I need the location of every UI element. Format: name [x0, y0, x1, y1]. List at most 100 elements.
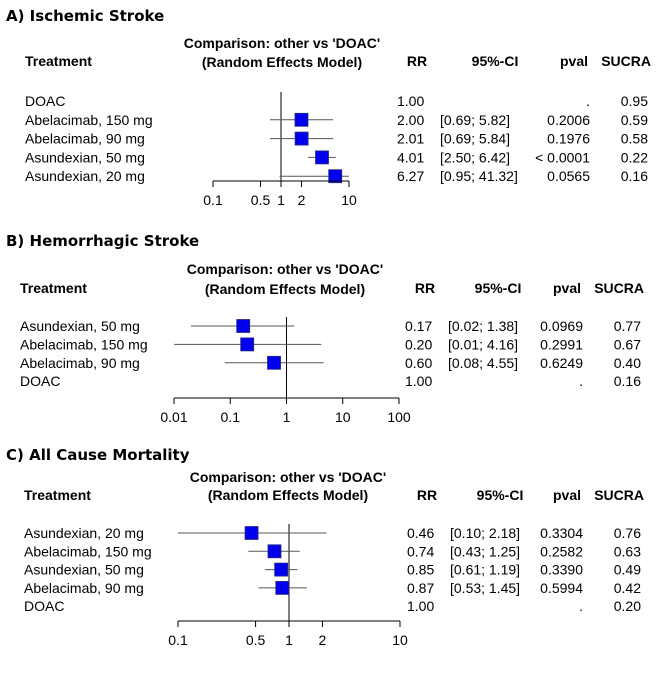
forest-row: Asundexian, 50 mg 0.85 [0.61; 1.19] 0.3390 0…	[24, 562, 641, 578]
row-pval-value: 0.2582	[540, 543, 583, 559]
row-treatment-label: Abelacimab, 150 mg	[24, 543, 152, 559]
column-header-rr: RR	[417, 487, 437, 503]
row-pval-value: 0.0565	[547, 168, 590, 184]
row-sucra-value: 0.77	[614, 318, 641, 334]
point-estimate-square	[236, 319, 251, 333]
model-title: (Random Effects Model)	[205, 281, 365, 297]
forest-row: Asundexian, 50 mg 0.17 [0.02; 1.38] 0.0969 0…	[20, 318, 641, 334]
point-estimate-square	[328, 169, 343, 184]
column-header-treatment: Treatment	[25, 53, 92, 69]
column-header-ci: 95%-CI	[477, 487, 524, 503]
model-title: (Random Effects Model)	[208, 487, 368, 503]
row-sucra-value: 0.63	[614, 543, 641, 559]
row-sucra-value: 0.49	[614, 562, 641, 578]
row-rr-value: 0.85	[407, 562, 434, 578]
column-header-ci: 95%-CI	[472, 53, 519, 69]
forest-row: Asundexian, 20 mg 6.27 [0.95; 41.32] 0.0565…	[25, 168, 648, 184]
forest-row: Abelacimab, 90 mg 0.87 [0.53; 1.45] 0.5994 0…	[24, 580, 641, 596]
row-rr-value: 1.00	[397, 93, 424, 109]
row-treatment-label: Abelacimab, 90 mg	[25, 131, 145, 147]
x-tick-label: 0.5	[251, 192, 271, 208]
point-estimate-square	[244, 526, 259, 540]
model-title: (Random Effects Model)	[202, 54, 362, 70]
row-ci-value: [0.95; 41.32]	[440, 168, 518, 184]
row-pval-value: 0.3304	[540, 525, 583, 541]
forest-row: Abelacimab, 150 mg 2.00 [0.69; 5.82] 0.2006…	[25, 112, 648, 128]
row-sucra-value: 0.42	[614, 580, 641, 596]
x-tick-label: 10	[341, 192, 357, 208]
row-treatment-label: Asundexian, 20 mg	[24, 525, 144, 541]
row-ci-value: [2.50; 6.42]	[440, 149, 510, 165]
point-estimate-square	[267, 355, 281, 370]
forest-row: Asundexian, 50 mg 4.01 [2.50; 6.42] < 0.000…	[25, 149, 648, 165]
row-sucra-value: 0.16	[614, 373, 641, 389]
panel-title: A) Ischemic Stroke	[6, 7, 164, 25]
row-rr-value: 2.00	[397, 112, 424, 128]
row-treatment-label: Asundexian, 20 mg	[25, 168, 145, 184]
x-tick-label: 0.1	[168, 632, 188, 648]
row-treatment-label: DOAC	[20, 373, 60, 389]
row-rr-value: 6.27	[397, 168, 424, 184]
row-pval-value: 0.2006	[547, 112, 590, 128]
row-treatment-label: Asundexian, 50 mg	[24, 562, 144, 578]
column-header-treatment: Treatment	[20, 280, 87, 296]
row-sucra-value: 0.95	[621, 93, 648, 109]
row-treatment-label: Asundexian, 50 mg	[20, 318, 140, 334]
x-tick-label: 0.1	[203, 192, 223, 208]
row-rr-value: 0.46	[407, 525, 434, 541]
x-tick-label: 0.1	[221, 409, 241, 425]
forest-row: Abelacimab, 150 mg 0.74 [0.43; 1.25] 0.2582…	[24, 543, 641, 559]
row-ci-value: [0.61; 1.19]	[450, 562, 520, 578]
comparison-title: Comparison: other vs 'DOAC'	[184, 35, 380, 51]
point-estimate-square	[275, 581, 290, 595]
row-rr-value: 0.87	[407, 580, 434, 596]
forest-panel-1: A) Ischemic Stroke Comparison: other vs '…	[6, 7, 651, 208]
point-estimate-square	[294, 131, 309, 146]
row-sucra-value: 0.58	[621, 131, 648, 147]
x-tick-label: 2	[319, 632, 327, 648]
row-pval-value: .	[579, 373, 583, 389]
forest-row: Abelacimab, 90 mg 2.01 [0.69; 5.84] 0.1976 0…	[25, 131, 648, 147]
row-sucra-value: 0.76	[614, 525, 641, 541]
row-rr-value: 1.00	[407, 598, 434, 614]
column-header-rr: RR	[415, 280, 435, 296]
point-estimate-square	[240, 337, 255, 352]
x-tick-label: 0.5	[246, 632, 266, 648]
x-tick-label: 0.01	[160, 409, 187, 425]
column-header-sucra: SUCRA	[601, 53, 651, 69]
x-tick-label: 1	[283, 409, 291, 425]
forest-row: Asundexian, 20 mg 0.46 [0.10; 2.18] 0.3304 0…	[24, 525, 641, 541]
x-tick-label: 10	[335, 409, 351, 425]
row-rr-value: 0.60	[405, 355, 432, 371]
forest-row: Abelacimab, 90 mg 0.60 [0.08; 4.55] 0.6249 0…	[20, 355, 641, 371]
row-treatment-label: DOAC	[25, 93, 65, 109]
row-ci-value: [0.43; 1.25]	[450, 543, 520, 559]
row-sucra-value: 0.59	[621, 112, 648, 128]
row-treatment-label: Abelacimab, 150 mg	[25, 112, 153, 128]
x-tick-label: 1	[285, 632, 293, 648]
comparison-title: Comparison: other vs 'DOAC'	[190, 469, 386, 485]
comparison-title: Comparison: other vs 'DOAC'	[187, 261, 383, 277]
row-pval-value: .	[586, 93, 590, 109]
row-sucra-value: 0.16	[621, 168, 648, 184]
x-tick-label: 1	[277, 192, 285, 208]
row-rr-value: 0.20	[405, 336, 432, 352]
row-sucra-value: 0.40	[614, 355, 641, 371]
row-pval-value: < 0.0001	[535, 149, 590, 165]
forest-panel-2: B) Hemorrhagic Stroke Comparison: other v…	[6, 232, 644, 425]
row-ci-value: [0.69; 5.84]	[440, 131, 510, 147]
row-rr-value: 2.01	[397, 131, 424, 147]
row-treatment-label: Abelacimab, 150 mg	[20, 336, 148, 352]
row-pval-value: 0.2991	[540, 336, 583, 352]
row-ci-value: [0.10; 2.18]	[450, 525, 520, 541]
row-rr-value: 0.17	[405, 318, 432, 334]
column-header-rr: RR	[407, 53, 427, 69]
row-ci-value: [0.01; 4.16]	[448, 336, 518, 352]
row-ci-value: [0.69; 5.82]	[440, 112, 510, 128]
column-header-pval: pval	[553, 487, 581, 503]
column-header-ci: 95%-CI	[475, 280, 522, 296]
point-estimate-square	[315, 150, 329, 165]
column-header-pval: pval	[553, 280, 581, 296]
